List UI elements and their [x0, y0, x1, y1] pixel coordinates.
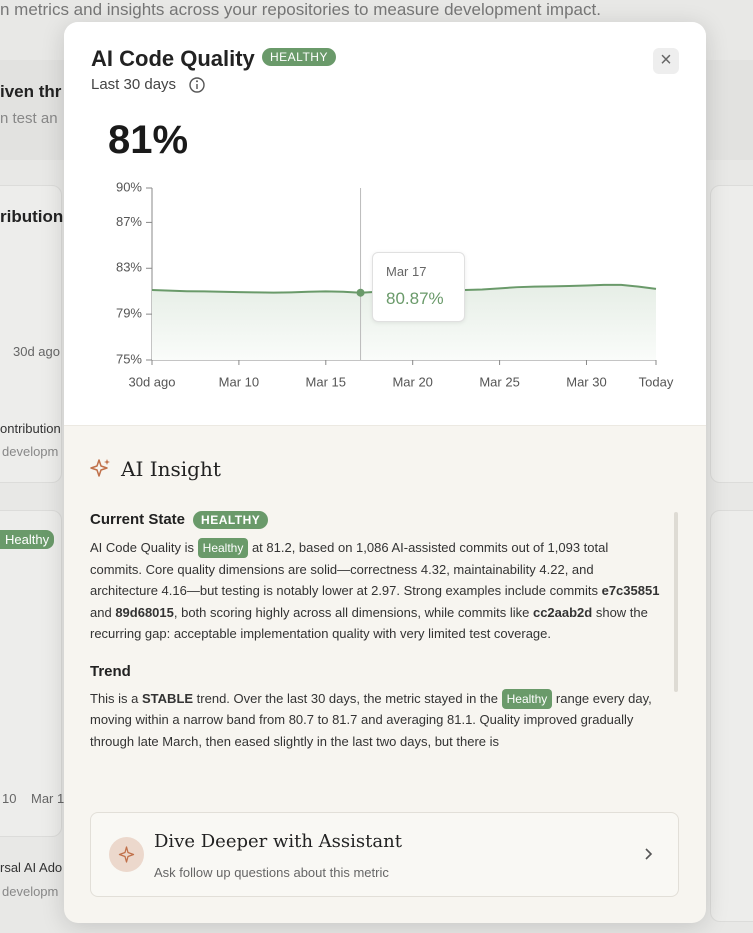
text: show the recurring gap: acceptable imple…: [90, 604, 648, 642]
fragment: ontribution: [0, 421, 61, 436]
card: [0, 510, 62, 837]
insight-section: Trend This is a STABLE trend. Over the la…: [90, 663, 660, 753]
tooltip: Mar 17 80.87%: [372, 252, 465, 322]
x-tick-label: Mar 30: [566, 374, 606, 389]
section-title: Current State: [90, 511, 186, 528]
x-tick-label: Mar 20: [392, 374, 432, 389]
bold-text: 89d68015: [115, 604, 174, 620]
bold-text: STABLE: [142, 690, 194, 706]
chart: 75% 79% 83% 87% 90% 30d ago Mar 10 Mar 15 Mar 20…: [116, 179, 674, 389]
fragment: iven thr: [0, 82, 62, 101]
insight-title: AI Insight: [121, 457, 221, 481]
fragment: n test an: [0, 110, 58, 127]
headline-value: 81%: [108, 118, 189, 162]
text: AI Code Quality is: [90, 540, 198, 555]
sparkle-icon: [90, 459, 110, 477]
assistant-card[interactable]: Dive Deeper with Assistant Ask follow up…: [90, 812, 679, 897]
bold-text: e7c35851: [601, 583, 660, 598]
intro-text: n metrics and insights across your repos…: [0, 0, 601, 19]
bold-text: cc2aab2d: [532, 604, 593, 620]
section-text: AI Code Quality is Healthy at 81.2, base…: [90, 537, 660, 645]
card: [710, 510, 753, 922]
fragment: Healthy: [0, 530, 55, 549]
fragment: ribution: [0, 207, 64, 226]
tooltip-value: 80.87%: [386, 289, 444, 308]
status-badge: HEALTHY: [262, 48, 336, 66]
insight-content: Current State HEALTHY AI Code Quality is H…: [90, 505, 660, 795]
status-badge: HEALTHY: [193, 511, 269, 529]
text: at 81.2, based on 1,086 AI-assisted comm…: [90, 540, 609, 598]
x-tick-label: Mar 25: [479, 374, 519, 389]
area: [152, 284, 656, 360]
fragment: Mar 1: [31, 791, 65, 806]
modal-title: AI Code Quality: [91, 46, 255, 71]
fragment: developm: [2, 884, 59, 899]
assistant-subtitle: Ask follow up questions about this metri…: [154, 865, 389, 880]
assistant-icon: [109, 837, 144, 872]
scrollbar[interactable]: [674, 512, 678, 692]
y-tick-label: 90%: [116, 179, 142, 194]
y-tick-label: 79%: [116, 306, 142, 321]
text: , both scoring highly across all dimensi…: [173, 604, 533, 620]
x-tick-label: 30d ago: [129, 374, 176, 389]
section-title: Trend: [90, 662, 131, 680]
fragment: 10: [2, 791, 17, 806]
insight-section: Current State HEALTHY AI Code Quality is H…: [90, 511, 660, 645]
inline-badge: Healthy: [197, 538, 249, 558]
text: range every day, moving within a narrow …: [90, 690, 652, 749]
modal: AI Code Quality HEALTHY Last 30 days × 8…: [64, 22, 706, 923]
card: [0, 185, 62, 483]
assistant-title: Dive Deeper with Assistant: [154, 831, 402, 852]
card: [710, 185, 753, 483]
section-text: This is a STABLE trend. Over the last 30…: [90, 688, 660, 753]
info-icon[interactable]: [188, 76, 206, 94]
tooltip-date: Mar 17: [386, 264, 427, 279]
x-tick-label: Mar 15: [306, 374, 346, 389]
fragment: developm: [2, 444, 59, 459]
text: trend. Over the last 30 days, the metric…: [193, 690, 502, 706]
section-heading: Current State HEALTHY: [90, 511, 660, 529]
section-heading: Trend: [90, 663, 660, 680]
hover-point: [356, 288, 365, 297]
x-tick-label: Mar 10: [219, 374, 259, 389]
chevron: [645, 848, 653, 860]
text: and: [90, 604, 116, 620]
close-button[interactable]: ×: [653, 48, 679, 74]
y-tick-label: 83%: [116, 260, 142, 275]
fragment: rsal AI Ado: [0, 860, 63, 875]
inline-badge: Healthy: [501, 688, 553, 709]
fragment: 30d ago: [13, 344, 60, 359]
y-tick-label: 87%: [116, 214, 142, 229]
text: This is a: [90, 690, 143, 706]
period: Last 30 days: [91, 76, 177, 93]
x-tick-label: Today: [639, 374, 674, 389]
y-tick-label: 75%: [116, 351, 142, 366]
